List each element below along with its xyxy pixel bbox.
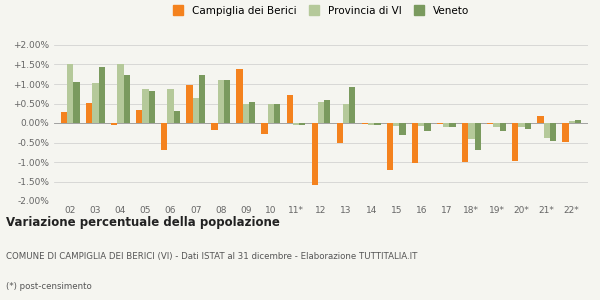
Bar: [236, 69, 242, 123]
Bar: [349, 87, 355, 123]
Bar: [569, 121, 575, 123]
Bar: [449, 123, 456, 127]
Text: Variazione percentuale della popolazione: Variazione percentuale della popolazione: [6, 216, 280, 229]
Bar: [318, 101, 324, 123]
Bar: [199, 75, 205, 123]
Bar: [167, 89, 174, 123]
Bar: [73, 82, 80, 123]
Bar: [86, 103, 92, 123]
Bar: [387, 123, 393, 170]
Bar: [268, 103, 274, 123]
Bar: [293, 123, 299, 125]
Text: (*) post-censimento: (*) post-censimento: [6, 282, 92, 291]
Bar: [462, 123, 468, 162]
Bar: [274, 103, 280, 123]
Bar: [524, 123, 531, 129]
Bar: [544, 123, 550, 138]
Bar: [393, 123, 400, 126]
Bar: [362, 123, 368, 124]
Bar: [136, 110, 142, 123]
Bar: [487, 123, 493, 124]
Bar: [193, 98, 199, 123]
Bar: [468, 123, 475, 139]
Bar: [368, 123, 374, 125]
Bar: [493, 123, 500, 127]
Bar: [174, 111, 180, 123]
Bar: [311, 123, 318, 185]
Bar: [124, 75, 130, 123]
Bar: [343, 103, 349, 123]
Bar: [218, 80, 224, 123]
Bar: [142, 89, 149, 123]
Bar: [512, 123, 518, 161]
Bar: [211, 123, 218, 130]
Bar: [374, 123, 380, 125]
Bar: [562, 123, 569, 142]
Bar: [475, 123, 481, 149]
Bar: [518, 123, 524, 127]
Bar: [161, 123, 167, 150]
Bar: [224, 80, 230, 123]
Bar: [443, 123, 449, 127]
Bar: [287, 95, 293, 123]
Bar: [249, 101, 255, 123]
Bar: [418, 123, 424, 126]
Bar: [242, 103, 249, 123]
Bar: [412, 123, 418, 163]
Bar: [149, 91, 155, 123]
Bar: [424, 123, 431, 131]
Bar: [299, 123, 305, 125]
Bar: [186, 85, 193, 123]
Bar: [500, 123, 506, 131]
Bar: [118, 64, 124, 123]
Bar: [575, 120, 581, 123]
Bar: [67, 64, 73, 123]
Bar: [61, 112, 67, 123]
Bar: [111, 123, 118, 125]
Bar: [550, 123, 556, 140]
Bar: [337, 123, 343, 143]
Bar: [98, 67, 105, 123]
Bar: [400, 123, 406, 135]
Legend: Campiglia dei Berici, Provincia di VI, Veneto: Campiglia dei Berici, Provincia di VI, V…: [171, 3, 471, 18]
Text: COMUNE DI CAMPIGLIA DEI BERICI (VI) - Dati ISTAT al 31 dicembre - Elaborazione T: COMUNE DI CAMPIGLIA DEI BERICI (VI) - Da…: [6, 252, 418, 261]
Bar: [262, 123, 268, 134]
Bar: [437, 123, 443, 124]
Bar: [92, 83, 98, 123]
Bar: [324, 100, 331, 123]
Bar: [537, 116, 544, 123]
